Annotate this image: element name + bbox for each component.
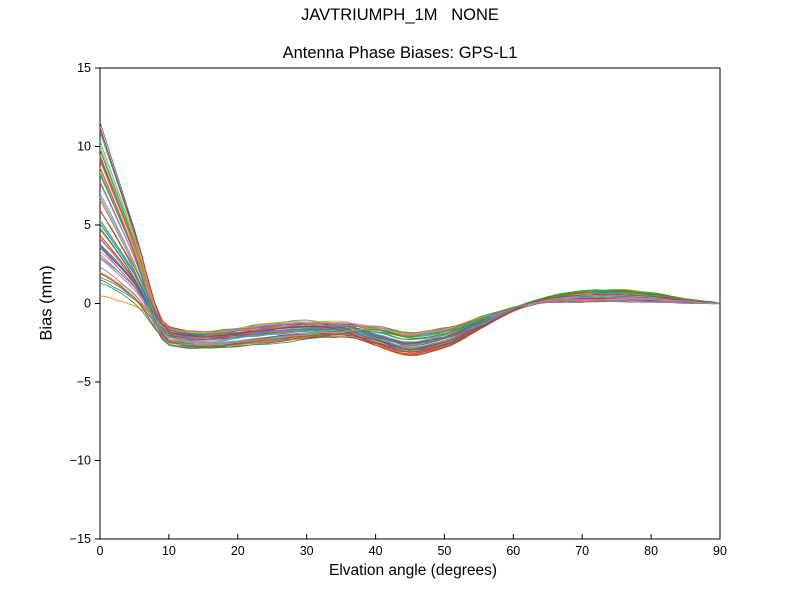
svg-text:90: 90 (713, 544, 727, 558)
svg-text:0: 0 (84, 297, 91, 311)
svg-text:−15: −15 (70, 532, 91, 546)
svg-text:15: 15 (77, 61, 91, 75)
svg-text:5: 5 (84, 218, 91, 232)
svg-text:80: 80 (644, 544, 658, 558)
svg-text:10: 10 (162, 544, 176, 558)
svg-text:0: 0 (97, 544, 104, 558)
svg-text:30: 30 (300, 544, 314, 558)
svg-text:−10: −10 (70, 454, 91, 468)
svg-text:70: 70 (575, 544, 589, 558)
svg-text:40: 40 (369, 544, 383, 558)
svg-text:50: 50 (437, 544, 451, 558)
svg-text:20: 20 (231, 544, 245, 558)
svg-text:−5: −5 (77, 375, 91, 389)
svg-text:10: 10 (77, 140, 91, 154)
svg-text:60: 60 (506, 544, 520, 558)
